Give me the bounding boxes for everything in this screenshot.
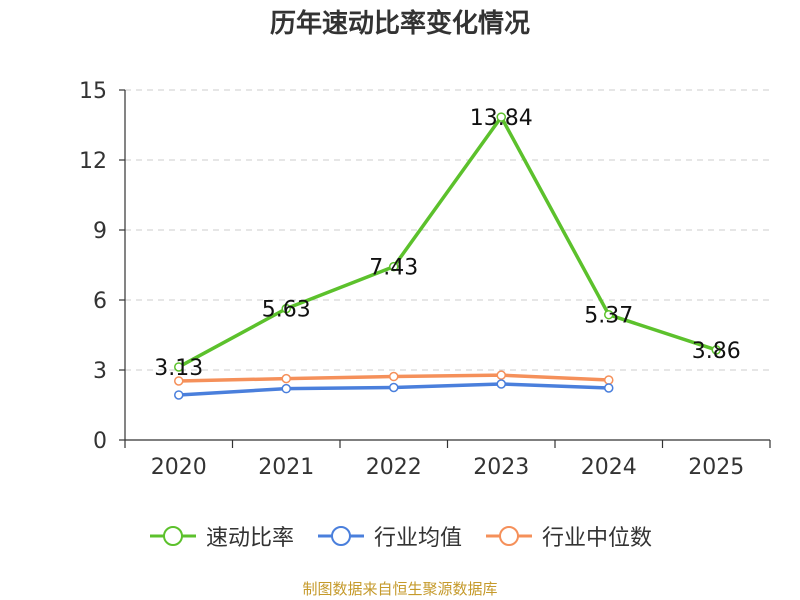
data-point (174, 390, 184, 400)
data-label: 3.86 (692, 339, 741, 364)
data-label: 7.43 (369, 256, 418, 281)
data-label: 5.63 (262, 298, 311, 323)
data-point (389, 371, 399, 382)
y-tick-label: 0 (93, 429, 107, 454)
series-line-0 (177, 115, 717, 369)
data-point (281, 383, 291, 394)
y-tick-label: 3 (93, 359, 107, 384)
legend-label: 行业均值 (373, 526, 462, 551)
data-source-note: 制图数据来自恒生聚源数据库 (302, 580, 498, 598)
y-tick-label: 9 (93, 219, 107, 244)
data-point (604, 383, 614, 393)
data-label: 5.37 (584, 304, 633, 329)
legend-marker-icon (486, 526, 532, 546)
data-point (389, 382, 399, 393)
data-point (496, 379, 506, 389)
data-point (604, 375, 614, 385)
chart-legend: 速动比率 行业均值 行业中位数 (0, 518, 800, 554)
data-point (174, 376, 184, 386)
legend-item[interactable]: 行业均值 (316, 520, 462, 552)
data-point (174, 362, 184, 372)
legend-label: 速动比率 (205, 526, 294, 551)
x-tick-label: 2021 (258, 455, 314, 480)
data-point (496, 112, 506, 122)
data-point (604, 309, 614, 320)
x-tick-label: 2020 (151, 455, 207, 480)
legend-label: 行业中位数 (542, 526, 653, 551)
chart-title: 历年速动比率变化情况 (269, 9, 530, 39)
x-tick-label: 2024 (581, 455, 637, 480)
legend-item[interactable]: 速动比率 (148, 520, 294, 552)
y-tick-label: 12 (79, 149, 107, 174)
data-label: 13.84 (470, 106, 533, 131)
legend-item[interactable]: 行业中位数 (484, 520, 652, 552)
data-point (281, 303, 291, 314)
x-tick-label: 2022 (366, 455, 422, 480)
data-point (389, 261, 399, 272)
data-point (496, 370, 506, 380)
y-tick-label: 6 (93, 289, 107, 314)
legend-marker-icon (149, 526, 196, 546)
x-tick-label: 2025 (688, 455, 744, 480)
data-point (281, 373, 291, 384)
data-label: 3.13 (154, 356, 203, 381)
y-tick-label: 15 (79, 79, 107, 104)
x-tick-label: 2023 (473, 455, 529, 480)
legend-marker-icon (317, 526, 364, 546)
data-point (711, 345, 721, 355)
